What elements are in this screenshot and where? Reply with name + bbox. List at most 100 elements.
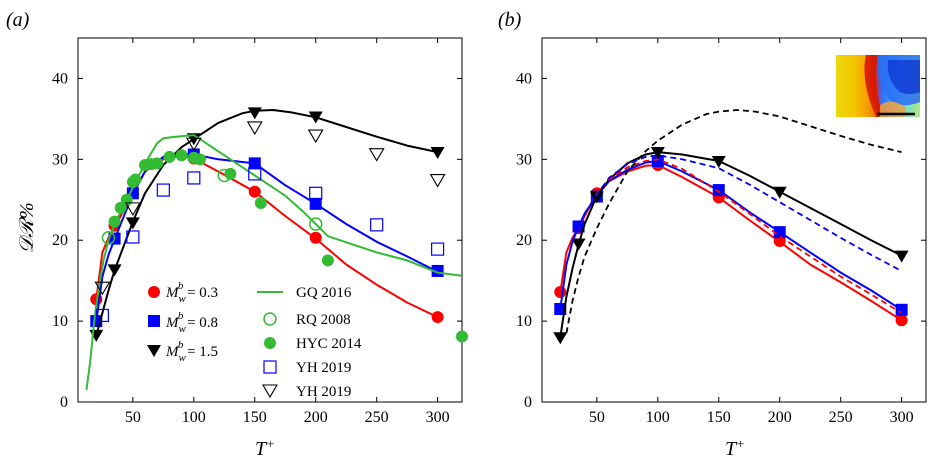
series-0-2-point xyxy=(430,147,445,160)
series-0-7-point xyxy=(246,121,263,136)
x-axis-label-b: T+ xyxy=(725,436,745,461)
series-0-5-point xyxy=(254,197,267,210)
series-0-2-line xyxy=(95,109,438,336)
series-0-4-point xyxy=(308,217,323,231)
svg-text:𝒟ℛ%: 𝒟ℛ% xyxy=(16,202,38,253)
series-0-0-point xyxy=(248,185,261,198)
series-0-6-point xyxy=(370,218,384,232)
series-0-6-point xyxy=(187,171,201,185)
x-tick-label: 100 xyxy=(182,409,206,426)
x-tick-label: 50 xyxy=(589,409,605,426)
svg-text:Mwb = 0.3: Mwb = 0.3 xyxy=(165,280,218,305)
svg-text:Mwb = 1.5: Mwb = 1.5 xyxy=(165,339,218,364)
y-tick-label: 0 xyxy=(524,394,532,411)
y-tick-label: 20 xyxy=(52,232,68,249)
x-tick-label: 200 xyxy=(304,409,328,426)
x-tick-label: 250 xyxy=(365,409,389,426)
series-0-2-point xyxy=(107,264,122,277)
svg-text:YH 2019: YH 2019 xyxy=(296,360,351,376)
panel-label-a: (a) xyxy=(6,9,30,31)
series-0-0-point xyxy=(309,231,322,244)
svg-text:HYC 2014: HYC 2014 xyxy=(296,336,362,352)
series-1-1-point xyxy=(895,303,908,316)
series-1-1-point xyxy=(773,226,786,239)
legend-item-rq-2008: RQ 2008 xyxy=(263,312,351,328)
y-tick-label: 0 xyxy=(60,394,68,411)
series-0-6-point xyxy=(248,167,262,181)
series-0-6-point xyxy=(156,183,170,197)
legend-item-mw-0.8: Mwb = 0.8 xyxy=(148,310,218,335)
x-tick-label: 300 xyxy=(890,409,914,426)
series-0-6-point xyxy=(126,230,140,244)
legend-item-hyc-2014: HYC 2014 xyxy=(264,336,362,352)
series-0-1-point xyxy=(309,197,322,210)
series-0-1-line xyxy=(95,152,439,322)
plot-area-a xyxy=(85,107,468,391)
panel-label-b: (b) xyxy=(498,9,522,31)
series-1-2-point xyxy=(589,191,604,204)
x-tick-label: 200 xyxy=(768,409,792,426)
y-tick-label: 10 xyxy=(52,313,68,330)
x-axis-label-a: T+ xyxy=(255,436,275,461)
series-1-4-line xyxy=(571,154,903,272)
y-axis-label-a: 𝒟ℛ% xyxy=(16,202,38,253)
legend-item-mw-1.5: Mwb = 1.5 xyxy=(147,339,218,364)
svg-text:Mwb = 0.8: Mwb = 0.8 xyxy=(165,310,218,335)
svg-text:GQ 2016: GQ 2016 xyxy=(296,285,352,301)
x-tick-label: 300 xyxy=(426,409,450,426)
series-0-1-point xyxy=(248,157,261,170)
x-tick-label: 100 xyxy=(646,409,670,426)
series-0-5-point xyxy=(224,167,237,180)
series-0-6-point xyxy=(431,242,445,256)
legend-a: Mwb = 0.3 Mwb = 0.8 Mwb = 1.5 GQ 2016 RQ… xyxy=(147,280,362,400)
legend-item-gq-2016: GQ 2016 xyxy=(257,285,352,301)
legend-item-mw-0.3: Mwb = 0.3 xyxy=(148,280,218,305)
series-1-0-point xyxy=(895,314,908,327)
svg-text:RQ 2008: RQ 2008 xyxy=(296,312,351,328)
ticks-a: 50 100 150 200 250 300 0 10 20 30 40 xyxy=(52,38,462,426)
series-0-3-line xyxy=(85,134,463,391)
x-tick-label: 50 xyxy=(125,409,141,426)
series-1-2-point xyxy=(711,155,726,168)
series-0-7-point xyxy=(124,202,141,216)
svg-text:T+: T+ xyxy=(725,436,745,461)
legend-item-yh-2019-square: YH 2019 xyxy=(263,360,351,376)
svg-text:YH 2019: YH 2019 xyxy=(296,384,351,400)
series-1-1-point xyxy=(712,184,725,197)
y-tick-label: 40 xyxy=(516,70,532,87)
series-0-5-point xyxy=(151,157,164,170)
series-0-5-point xyxy=(163,150,176,163)
x-tick-label: 150 xyxy=(243,409,267,426)
series-0-5-point xyxy=(175,149,188,162)
series-0-5-point xyxy=(193,153,206,166)
series-0-5-point xyxy=(108,215,121,228)
series-0-6-point xyxy=(309,186,323,200)
series-0-5-point xyxy=(456,330,468,343)
series-0-7-point xyxy=(429,174,446,188)
series-0-5-point xyxy=(321,254,334,267)
series-0-6-point xyxy=(95,308,109,323)
x-tick-label: 150 xyxy=(707,409,731,426)
series-0-0-point xyxy=(431,311,444,324)
series-1-2-point xyxy=(553,332,568,345)
series-0-5-point xyxy=(129,173,142,186)
series-1-1-point xyxy=(651,154,664,167)
series-0-4-point xyxy=(101,231,116,245)
legend-item-yh-2019-triangle: YH 2019 xyxy=(262,384,351,400)
y-tick-label: 20 xyxy=(516,232,532,249)
ticks-b: 50 100 150 200 250 300 0 10 20 30 40 xyxy=(516,38,926,426)
x-tick-label: 250 xyxy=(829,409,853,426)
series-0-2-point xyxy=(125,217,140,230)
series-0-7-point xyxy=(94,281,111,296)
series-0-2-point xyxy=(247,107,262,120)
series-1-5-line xyxy=(565,109,902,334)
series-1-0-point xyxy=(554,285,567,298)
panel-a: (a) 𝒟ℛ% T+ 50 100 150 200 250 300 0 10 20 30 40 Mw… xyxy=(6,9,468,460)
y-tick-label: 30 xyxy=(52,151,68,168)
y-tick-label: 40 xyxy=(52,70,68,87)
plot-area-b xyxy=(553,109,909,345)
svg-text:T+: T+ xyxy=(255,436,275,461)
plot-frame-b xyxy=(541,37,927,403)
y-tick-label: 30 xyxy=(516,151,532,168)
